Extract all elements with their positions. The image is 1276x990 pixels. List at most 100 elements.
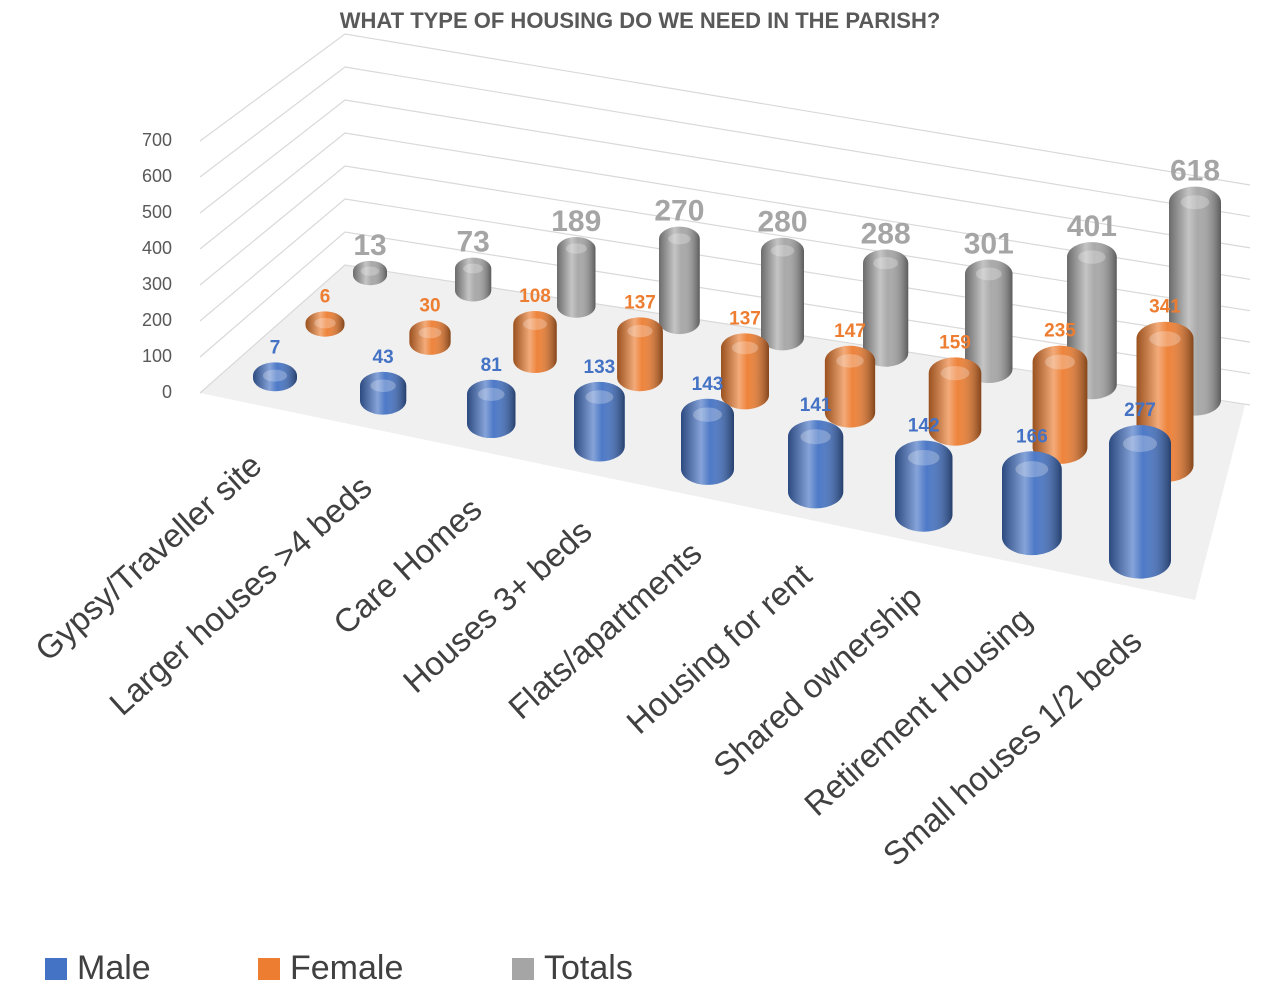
data-label: 43: [373, 347, 394, 368]
bar-cap: [836, 354, 864, 368]
bar-cap: [1015, 461, 1049, 478]
bar-cap: [370, 379, 396, 392]
grid-line: [199, 165, 1251, 312]
bar-cap: [668, 233, 691, 245]
bar-cap: [523, 318, 547, 330]
x-tick-label: Small houses 1/2 beds: [876, 622, 1149, 873]
bar-cap: [800, 429, 831, 445]
grid-line: [199, 33, 1251, 186]
bar-shade: [617, 317, 663, 392]
y-tick-label: 200: [142, 310, 172, 330]
bar-shade: [253, 362, 297, 392]
bar-shade: [681, 398, 734, 485]
bar-shade: [455, 257, 492, 302]
data-label: 147: [834, 321, 866, 342]
y-tick-label: 500: [142, 202, 172, 222]
y-tick-label: 600: [142, 166, 172, 186]
bar-shade: [1032, 345, 1088, 464]
bar-cap: [1149, 331, 1181, 347]
bar-cap: [940, 366, 970, 381]
bar-cap: [731, 341, 759, 355]
grid-line: [199, 231, 1251, 375]
grid-line: [199, 99, 1251, 249]
bar-cap: [463, 263, 484, 274]
legend-swatch: [258, 958, 280, 980]
chart-title: WHAT TYPE OF HOUSING DO WE NEED IN THE P…: [340, 8, 941, 33]
data-label: 159: [939, 332, 971, 353]
data-label: 30: [419, 295, 440, 316]
bar-shade: [574, 381, 625, 462]
grid-line: [199, 66, 1251, 218]
data-label: 280: [757, 206, 807, 239]
legend-swatch: [45, 958, 67, 980]
bar-cap: [360, 266, 380, 276]
bar-shade: [965, 259, 1013, 383]
bar-shade: [305, 311, 345, 337]
x-tick-label: Larger houses >4 beds: [102, 468, 378, 722]
data-label: 401: [1067, 210, 1117, 243]
bar-cap: [1078, 250, 1106, 264]
grid-line: [199, 198, 1251, 343]
bar-cap: [314, 317, 336, 329]
bar-cap: [565, 243, 587, 254]
bar-shade: [360, 371, 407, 415]
bar-shade: [824, 345, 876, 428]
bar-shade: [863, 249, 909, 367]
data-label: 301: [964, 228, 1014, 261]
bar-shade: [659, 226, 700, 335]
data-label: 270: [654, 195, 704, 228]
y-tick-label: 400: [142, 238, 172, 258]
bar-shade: [761, 237, 804, 351]
data-label: 277: [1124, 400, 1156, 421]
data-label: 108: [519, 286, 551, 307]
data-label: 166: [1016, 426, 1048, 447]
x-tick-label: Retirement Housing: [797, 600, 1038, 823]
bar-cap: [1180, 195, 1210, 210]
bar-cap: [692, 407, 723, 422]
bar-cap: [627, 324, 653, 338]
data-label: 141: [800, 395, 832, 416]
data-label: 6: [320, 286, 331, 307]
x-tick-label: Gypsy/Traveller site: [28, 446, 269, 668]
bar-shade: [513, 311, 557, 374]
legend-label: Totals: [544, 949, 633, 987]
y-tick-label: 0: [162, 382, 172, 402]
bar-cap: [770, 244, 795, 257]
bar-shade: [353, 260, 387, 286]
data-label: 143: [692, 374, 724, 395]
data-label: 13: [353, 229, 386, 262]
data-label: 137: [624, 292, 656, 313]
bar-cap: [585, 390, 614, 404]
data-label: 618: [1170, 155, 1220, 188]
data-label: 189: [551, 205, 601, 238]
bar-cap: [262, 369, 288, 382]
data-label: 7: [270, 337, 281, 358]
y-tick-label: 700: [142, 130, 172, 150]
y-tick-label: 300: [142, 274, 172, 294]
data-label: 73: [456, 226, 489, 259]
bar-shade: [409, 320, 451, 355]
data-label: 133: [584, 357, 616, 378]
bar-cap: [1044, 354, 1076, 370]
bar-shade: [1002, 451, 1062, 556]
bar-shade: [788, 420, 844, 509]
data-label: 235: [1044, 321, 1076, 342]
bar-shade: [721, 333, 769, 410]
data-label: 288: [861, 217, 911, 250]
data-label: 81: [481, 355, 503, 376]
bar-shade: [928, 357, 982, 446]
bar-cap: [873, 257, 899, 270]
bar-shade: [467, 379, 516, 439]
bar-cap: [907, 449, 940, 466]
legend-swatch: [512, 958, 534, 980]
bar-cap: [975, 267, 1002, 281]
bar-shade: [557, 237, 596, 318]
legend-label: Male: [77, 949, 151, 987]
bar-shade: [1109, 425, 1171, 579]
data-label: 341: [1149, 297, 1181, 318]
y-tick-label: 100: [142, 346, 172, 366]
bar-cap: [1122, 435, 1158, 453]
bar-cap: [477, 387, 505, 401]
grid-line: [199, 132, 1251, 280]
